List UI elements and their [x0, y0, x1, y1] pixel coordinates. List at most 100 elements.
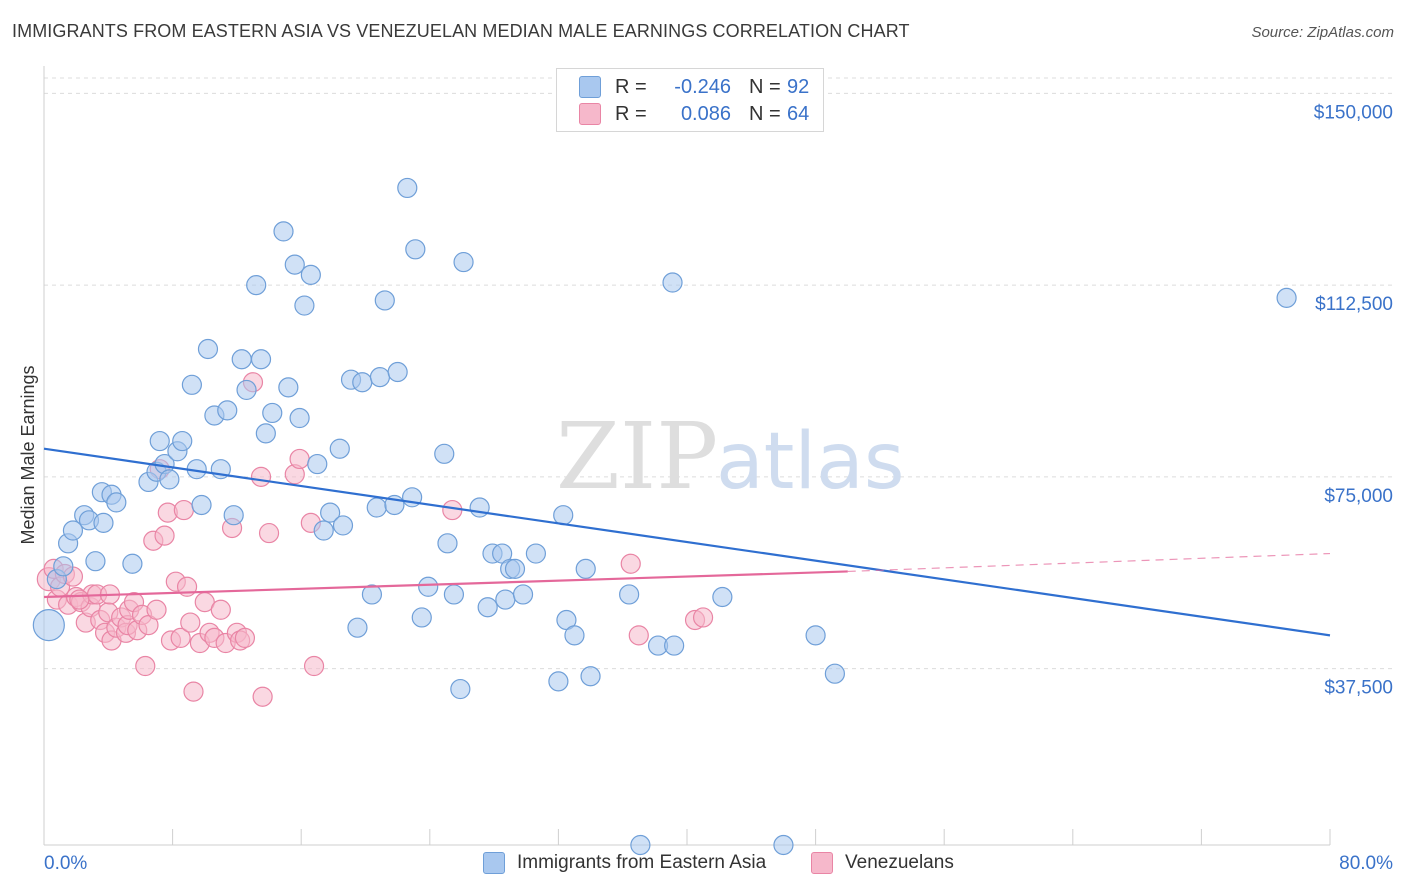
venezuelans-point-56: [303, 655, 325, 677]
eastern-asia-point-8: [93, 512, 114, 533]
eastern-asia-point-83: [662, 272, 683, 293]
eastern-asia-point-30: [246, 274, 267, 296]
eastern-asia-point-39: [300, 264, 321, 285]
trend-lines: [43, 447, 1331, 637]
correlation-legend: R = -0.246 N = 92 R = 0.086 N = 64: [556, 68, 824, 132]
legend-swatch-blue: [483, 852, 505, 874]
eastern-asia-point-46: [347, 617, 368, 638]
legend-swatch-pink: [811, 852, 833, 874]
watermark-atlas: atlas: [716, 417, 905, 507]
eastern-asia-point-38: [294, 295, 315, 316]
eastern-asia-point-72: [525, 543, 546, 564]
venezuelans-point-59: [628, 625, 649, 646]
eastern-asia-point-28: [231, 349, 252, 370]
eastern-asia-point-57: [411, 607, 432, 628]
legend-n-value: 92: [787, 75, 810, 98]
venezuelans-point-62: [69, 589, 90, 610]
eastern-asia-point-22: [181, 374, 202, 395]
eastern-asia-point-88: [1276, 287, 1297, 308]
axes: [43, 66, 1331, 846]
eastern-asia-point-76: [564, 625, 585, 646]
eastern-asia-point-65: [477, 597, 498, 618]
eastern-asia-point-58: [418, 576, 439, 597]
eastern-asia-point-36: [284, 254, 305, 275]
eastern-asia-point-78: [580, 666, 601, 687]
eastern-asia-point-7: [85, 551, 106, 572]
eastern-asia-point-59: [434, 443, 455, 464]
legend-n-label: N =: [749, 102, 781, 125]
eastern-asia-point-68: [495, 589, 516, 610]
venezuelans-point-52: [258, 522, 280, 544]
eastern-asia-point-60: [437, 533, 458, 554]
eastern-asia-point-53: [387, 361, 408, 383]
y-tick-label-3: $150,000: [1314, 102, 1393, 123]
eastern-asia-point-42: [320, 502, 341, 523]
eastern-asia-point-41: [313, 520, 334, 541]
venezuelans-point-38: [183, 681, 204, 702]
eastern-asia-point-31: [250, 349, 272, 370]
venezuelans-point-43: [210, 599, 231, 620]
eastern-asia-point-12: [122, 553, 143, 574]
source-credit: Source: ZipAtlas.com: [1251, 24, 1394, 41]
x-tick-label-min: 0.0%: [44, 853, 87, 874]
eastern-asia-point-21: [191, 494, 212, 516]
eastern-asia-point-26: [217, 400, 238, 421]
eastern-asia-point-85: [773, 834, 794, 856]
eastern-asia-point-48: [361, 584, 383, 605]
eastern-asia-point-56: [405, 239, 426, 260]
venezuelans-point-50: [250, 466, 272, 487]
y-tick-labels: $37,500 $75,000 $112,500 $150,000: [1314, 102, 1393, 698]
legend-r-value: -0.246: [674, 75, 731, 98]
eastern-asia-point-4: [62, 520, 84, 541]
legend-n-value: 64: [787, 102, 810, 125]
eastern-asia-point-19: [172, 430, 193, 452]
legend-n-label: N =: [749, 75, 781, 98]
eastern-asia-point-29: [236, 379, 257, 401]
series-immigrants-eastern-asia: [32, 177, 1297, 856]
eastern-asia-point-32: [255, 423, 276, 444]
legend-row-blue: R = -0.246 N = 92: [579, 74, 809, 100]
eastern-asia-point-71: [512, 584, 534, 605]
eastern-asia-point-63: [453, 251, 474, 273]
trend-line-venezuelans-extension: [847, 552, 1331, 573]
legend-item-eastern-asia[interactable]: Immigrants from Eastern Asia: [483, 852, 766, 874]
eastern-asia-point-84: [712, 586, 733, 608]
eastern-asia-point-54: [397, 177, 418, 199]
legend-item-venezuelans[interactable]: Venezuelans: [811, 852, 954, 874]
eastern-asia-point-49: [366, 497, 387, 518]
eastern-asia-point-23: [197, 338, 219, 360]
x-tick-label-max: 80.0%: [1339, 853, 1393, 874]
venezuelans-point-34: [170, 627, 191, 649]
venezuelans-point-28: [146, 599, 167, 620]
venezuelans-point-37: [180, 612, 201, 633]
eastern-asia-point-35: [278, 377, 299, 398]
venezuelans-point-61: [692, 607, 714, 628]
gridlines: [44, 77, 1393, 670]
chart-title: IMMIGRANTS FROM EASTERN ASIA VS VENEZUEL…: [12, 21, 910, 41]
y-tick-label-2: $112,500: [1315, 294, 1393, 315]
trend-line-eastern-asia: [43, 447, 1331, 637]
venezuelans-point-30: [154, 525, 175, 546]
eastern-asia-point-11: [106, 492, 127, 513]
watermark-zip: ZIP: [556, 403, 718, 510]
eastern-asia-point-70: [504, 558, 526, 579]
venezuelans-point-48: [234, 627, 256, 649]
eastern-asia-point-2: [53, 556, 74, 577]
y-tick-label-0: $37,500: [1324, 678, 1393, 699]
eastern-asia-point-37: [289, 407, 310, 429]
eastern-asia-point-33: [262, 402, 283, 424]
eastern-asia-point-86: [805, 625, 826, 646]
eastern-asia-point-51: [374, 290, 395, 311]
eastern-asia-point-80: [630, 834, 651, 856]
eastern-asia-point-73: [548, 671, 569, 692]
venezuelans-point-35: [173, 499, 194, 521]
legend-r-label: R =: [615, 75, 647, 98]
eastern-asia-point-17: [159, 469, 180, 490]
venezuelans-point-57: [442, 499, 463, 521]
legend-r-label: R =: [615, 102, 647, 125]
eastern-asia-point-79: [619, 584, 640, 605]
watermark: ZIP atlas: [556, 403, 905, 510]
series-legend: Immigrants from Eastern Asia Venezuelans: [0, 852, 1406, 878]
eastern-asia-point-34: [273, 221, 294, 242]
